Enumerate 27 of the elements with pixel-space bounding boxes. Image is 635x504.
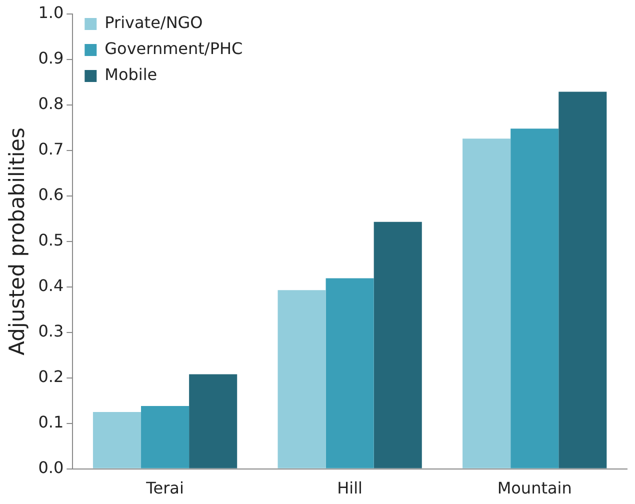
legend-label: Mobile: [104, 65, 158, 84]
y-axis-title: Adjusted probabilities: [5, 127, 30, 356]
bar: [510, 128, 559, 468]
y-tick-label: 0.7: [38, 140, 64, 159]
bar: [462, 138, 511, 468]
y-tick-label: 0.4: [38, 276, 64, 296]
y-tick-label: 0.5: [38, 230, 64, 250]
bar: [326, 278, 374, 468]
y-tick-label: 1.0: [38, 3, 64, 22]
y-tick-label: 0.8: [38, 94, 64, 114]
y-tick-label: 0.6: [38, 185, 64, 204]
y-tick-label: 0.3: [38, 322, 64, 341]
bar: [558, 92, 607, 468]
y-tick-label: 0.9: [38, 48, 64, 68]
x-tick-label: Terai: [145, 478, 184, 498]
legend-label: Government/PHC: [104, 39, 243, 58]
x-tick-label: Hill: [337, 478, 363, 498]
bar: [189, 374, 238, 468]
legend-label: Private/NGO: [104, 13, 203, 32]
y-tick-label: 0.0: [38, 458, 64, 477]
y-tick-label: 0.1: [38, 412, 64, 432]
bar: [278, 290, 326, 468]
bar: [374, 222, 422, 468]
bar: [141, 406, 190, 468]
x-tick-label: Mountain: [497, 478, 572, 498]
bar: [92, 412, 142, 468]
y-tick-label: 0.2: [38, 366, 64, 386]
